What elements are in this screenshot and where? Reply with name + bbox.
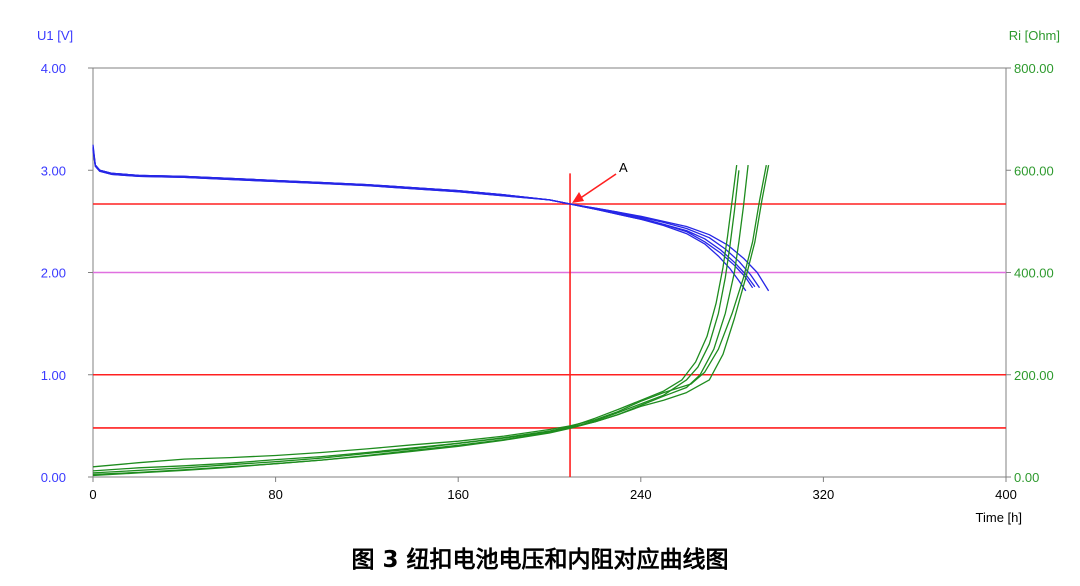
dual-axis-line-chart: A 0 80 160 240 320 400 0.00 1.00 2.00 3.00 4.00 0.00… <box>37 28 1060 525</box>
y-left-axis-title: U1 [V] <box>37 28 73 43</box>
voltage-line-2 <box>92 147 761 289</box>
x-tick-label-2: 160 <box>447 487 469 502</box>
y-right-axis-title: Ri [Ohm] <box>1009 28 1060 43</box>
x-tick-label-5: 400 <box>995 487 1017 502</box>
y-right-tick-label-4: 800.00 <box>1014 61 1054 76</box>
x-tick-label-3: 240 <box>630 487 652 502</box>
voltage-line-1 <box>92 149 756 288</box>
y-left-tick-label-4: 4.00 <box>41 61 66 76</box>
x-tick-label-1: 80 <box>268 487 282 502</box>
voltage-line-3 <box>92 146 770 292</box>
y-left-tick-label-1: 1.00 <box>41 368 66 383</box>
x-tick-label-0: 0 <box>89 487 96 502</box>
y-left-tick-label-0: 0.00 <box>41 470 66 485</box>
x-tick-label-4: 320 <box>813 487 835 502</box>
annotation-arrowhead-0 <box>572 191 585 203</box>
x-axis-title: Time [h] <box>976 510 1022 525</box>
figure-caption: 图 3 纽扣电池电压和内阻对应曲线图 <box>351 547 729 573</box>
annotation-arrow-0 <box>575 173 617 202</box>
resistance-line-9 <box>92 164 770 472</box>
y-right-tick-label-3: 600.00 <box>1014 163 1054 178</box>
y-right-tick-label-2: 400.00 <box>1014 266 1054 281</box>
resistance-line-7 <box>92 165 749 477</box>
voltage-line-4 <box>92 148 754 289</box>
annotation-label-0: A <box>619 160 628 175</box>
y-left-tick-label-2: 2.00 <box>41 266 66 281</box>
chart: A 0 80 160 240 320 400 0.00 1.00 2.00 3.00 4.00 0.00… <box>37 28 1060 525</box>
y-right-tick-label-1: 200.00 <box>1014 368 1054 383</box>
y-left-tick-label-3: 3.00 <box>41 163 66 178</box>
resistance-line-8 <box>92 164 767 468</box>
y-right-tick-label-0: 0.00 <box>1014 470 1039 485</box>
resistance-line-6 <box>92 165 738 474</box>
